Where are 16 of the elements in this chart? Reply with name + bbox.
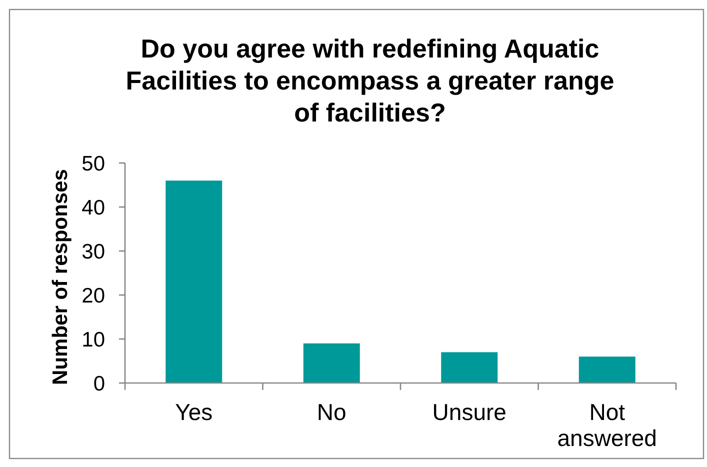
y-tick-label: 20 bbox=[82, 284, 105, 308]
bar bbox=[578, 356, 636, 383]
bar bbox=[303, 343, 360, 383]
x-tick-label: Not answered bbox=[557, 399, 657, 451]
y-axis-title: Number of responses bbox=[49, 169, 72, 385]
x-tick-label: Yes bbox=[175, 399, 213, 425]
y-tick-label: 0 bbox=[93, 372, 105, 396]
bar bbox=[441, 352, 498, 383]
y-tick-label: 10 bbox=[82, 328, 105, 352]
y-tick-label: 50 bbox=[82, 152, 105, 176]
chart-title: Do you agree with redefining Aquatic Facilities to encompass a greater range of facilities? bbox=[126, 34, 614, 128]
bar bbox=[166, 180, 222, 383]
x-tick-label: Unsure bbox=[432, 399, 506, 425]
y-tick-label: 40 bbox=[82, 196, 105, 220]
y-tick-label: 30 bbox=[82, 240, 105, 264]
x-tick-label: No bbox=[316, 399, 346, 425]
